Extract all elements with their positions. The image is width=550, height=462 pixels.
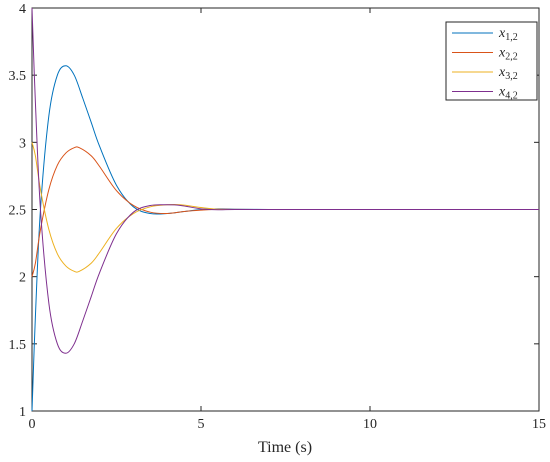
legend-label: x4,2: [498, 85, 518, 102]
series-lines: [31, 7, 539, 412]
series-line-4: [31, 7, 539, 354]
x-axis-label: Time (s): [258, 439, 312, 456]
y-tick-label: 3: [19, 136, 26, 151]
y-tick-label: 3.5: [9, 69, 27, 84]
y-tick-label: 2: [19, 271, 26, 286]
y-tick-label: 4: [19, 2, 26, 17]
y-tick-label: 2.5: [9, 204, 27, 219]
legend-label: x1,2: [498, 26, 518, 43]
x-tick-label: 0: [29, 417, 36, 432]
y-tick-label: 1.5: [9, 338, 27, 353]
legend-box: [445, 21, 538, 101]
x-tick-label: 10: [363, 417, 377, 432]
legend-label: x3,2: [498, 65, 518, 82]
axis-ticks: 0 5 10 15 1 1.5 2 2.5 3 3.5 4: [9, 2, 547, 432]
x-tick-label: 15: [532, 417, 546, 432]
x-tick-label: 5: [198, 417, 205, 432]
legend-label: x2,2: [498, 46, 518, 63]
legend: x1,2 x2,2 x3,2 x4,2: [445, 21, 538, 102]
y-tick-label: 1: [19, 405, 26, 420]
